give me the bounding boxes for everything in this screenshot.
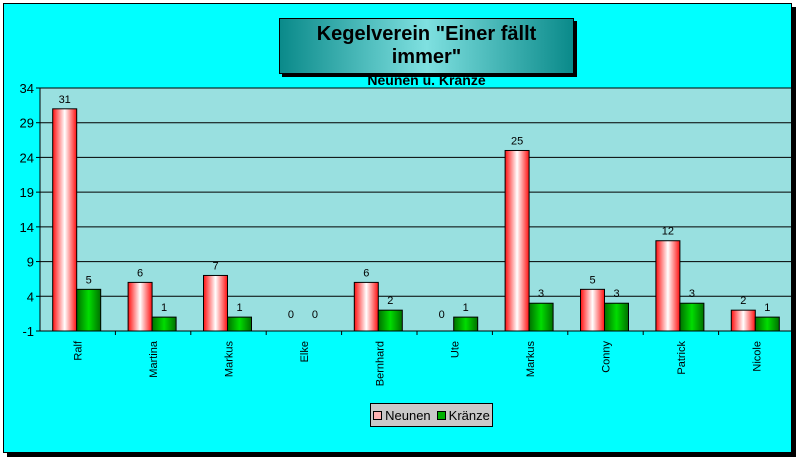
y-tick-label: 4 — [27, 289, 34, 304]
x-tick-label: Patrick — [676, 341, 688, 375]
data-label-kraenze-3: 0 — [312, 309, 318, 321]
bar-neunen-9 — [730, 309, 756, 332]
data-label-neunen-2: 7 — [212, 260, 218, 272]
bar-kraenze-2 — [227, 316, 252, 332]
data-label-neunen-7: 5 — [589, 274, 595, 286]
bar-kraenze-8 — [679, 302, 705, 332]
y-tick-label: 34 — [20, 81, 34, 96]
x-tick-label: Nicole — [751, 341, 763, 372]
bar-kraenze-9 — [754, 316, 780, 332]
bar-neunen-8 — [655, 240, 681, 332]
bar-neunen-4 — [353, 281, 379, 332]
bar-kraenze-4 — [377, 309, 403, 332]
x-tick-label: Markus — [224, 341, 236, 378]
y-tick-label: 14 — [20, 220, 34, 235]
data-label-neunen-3: 0 — [288, 309, 294, 321]
data-label-kraenze-5: 1 — [463, 302, 469, 314]
bar-kraenze-1 — [151, 316, 177, 332]
x-tick-label: Martina — [148, 340, 160, 378]
data-label-neunen-9: 2 — [740, 295, 746, 307]
y-tick-label: 29 — [20, 116, 34, 131]
data-label-kraenze-2: 1 — [236, 302, 242, 314]
plot-area: 31 5 6 1 7 1 0 0 6 2 0 1 25 3 5 3 12 3 2 1 -1 4 9 14 19 24 29 34 Ra… — [20, 81, 791, 386]
x-tick-label: Conny — [601, 341, 613, 373]
chart-frame: Kegelverein "Einer fällt immer" Neunen u… — [3, 3, 792, 453]
data-label-kraenze-6: 3 — [538, 288, 544, 300]
y-tick-label: 24 — [20, 150, 34, 165]
bar-neunen-0 — [52, 108, 78, 332]
bar-neunen-7 — [580, 288, 605, 332]
legend-item-kraenze: Kränze — [436, 407, 490, 423]
data-label-neunen-8: 12 — [662, 226, 674, 238]
legend-item-neunen: Neunen — [373, 408, 431, 423]
data-label-neunen-1: 6 — [137, 267, 143, 279]
bar-kraenze-5 — [453, 316, 479, 332]
y-tick-label: -1 — [22, 324, 34, 339]
bar-neunen-1 — [127, 281, 153, 332]
data-label-kraenze-8: 3 — [689, 288, 695, 300]
data-label-neunen-4: 6 — [363, 267, 369, 279]
data-label-kraenze-4: 2 — [387, 295, 393, 307]
x-tick-label: Ralf — [73, 340, 85, 361]
data-label-neunen-6: 25 — [511, 135, 523, 147]
legend-label-kraenze: Kränze — [448, 407, 490, 423]
y-tick-label: 9 — [27, 255, 34, 270]
data-label-neunen-5: 0 — [439, 309, 445, 321]
bar-kraenze-7 — [604, 302, 629, 332]
legend: Neunen Kränze — [370, 403, 493, 427]
data-label-kraenze-1: 1 — [161, 302, 167, 314]
bar-neunen-2 — [203, 274, 228, 332]
bar-kraenze-0 — [76, 288, 102, 332]
x-tick-label: Ute — [450, 341, 462, 358]
chart-title-box: Kegelverein "Einer fällt immer" Neunen u… — [279, 18, 574, 88]
legend-swatch-neunen — [373, 410, 383, 420]
x-tick-label: Markus — [525, 341, 537, 378]
data-label-kraenze-9: 1 — [764, 302, 770, 314]
bar-kraenze-6 — [528, 302, 554, 332]
legend-swatch-kraenze — [436, 410, 446, 420]
data-label-neunen-0: 31 — [59, 94, 71, 106]
x-tick-label: Elke — [299, 341, 311, 362]
data-label-kraenze-7: 3 — [613, 288, 619, 300]
bar-neunen-6 — [504, 149, 530, 332]
chart-subtitle: Neunen u. Kränze — [367, 72, 486, 88]
y-tick-label: 19 — [20, 185, 34, 200]
data-label-kraenze-0: 5 — [86, 274, 92, 286]
legend-label-neunen: Neunen — [385, 407, 431, 423]
chart-title: Kegelverein "Einer fällt immer" — [316, 23, 537, 68]
x-tick-label: Bernhard — [374, 341, 386, 386]
